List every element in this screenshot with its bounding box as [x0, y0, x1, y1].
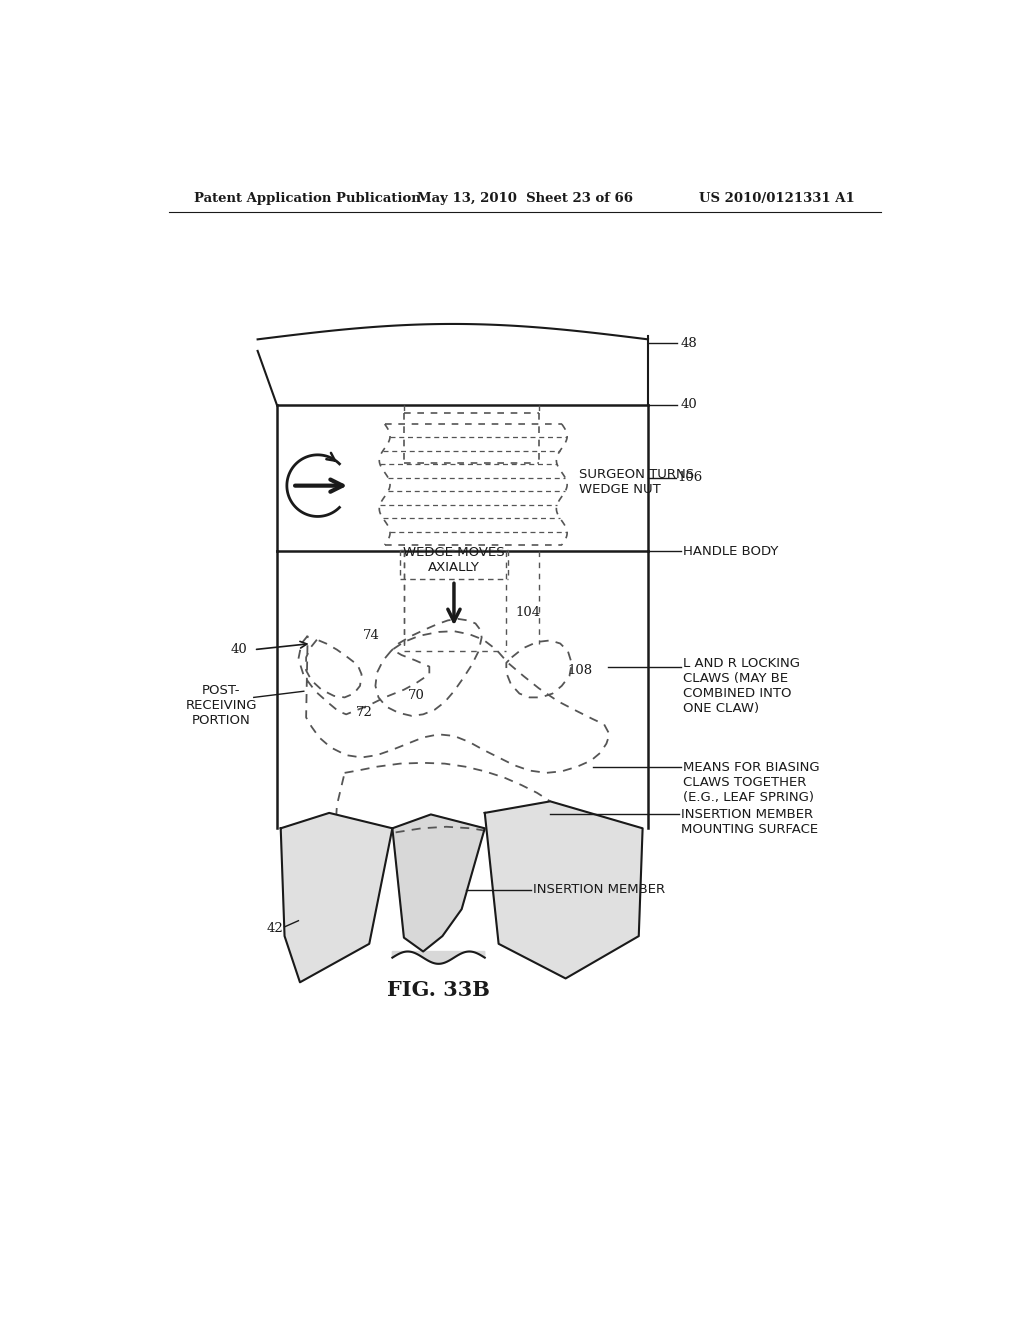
Text: 48: 48: [680, 337, 697, 350]
Text: WEDGE MOVES
AXIALLY: WEDGE MOVES AXIALLY: [403, 546, 505, 574]
Text: 104: 104: [515, 606, 541, 619]
Text: POST-
RECEIVING
PORTION: POST- RECEIVING PORTION: [185, 684, 257, 726]
Text: US 2010/0121331 A1: US 2010/0121331 A1: [698, 191, 854, 205]
Text: Patent Application Publication: Patent Application Publication: [194, 191, 421, 205]
Polygon shape: [281, 813, 392, 982]
Text: 74: 74: [364, 630, 380, 643]
Text: INSERTION MEMBER: INSERTION MEMBER: [534, 883, 666, 896]
Text: May 13, 2010  Sheet 23 of 66: May 13, 2010 Sheet 23 of 66: [417, 191, 633, 205]
Text: MEANS FOR BIASING
CLAWS TOGETHER
(E.G., LEAF SPRING): MEANS FOR BIASING CLAWS TOGETHER (E.G., …: [683, 760, 820, 804]
Text: 40: 40: [680, 399, 697, 412]
Polygon shape: [484, 801, 643, 978]
Text: 70: 70: [408, 689, 425, 702]
Text: 108: 108: [568, 664, 593, 677]
Text: HANDLE BODY: HANDLE BODY: [683, 545, 779, 557]
Text: FIG. 33B: FIG. 33B: [387, 979, 490, 1001]
Text: 42: 42: [266, 921, 283, 935]
Polygon shape: [392, 814, 484, 952]
Text: L AND R LOCKING
CLAWS (MAY BE
COMBINED INTO
ONE CLAW): L AND R LOCKING CLAWS (MAY BE COMBINED I…: [683, 657, 801, 715]
Text: 72: 72: [355, 706, 373, 719]
Polygon shape: [392, 952, 484, 964]
Text: 40: 40: [230, 643, 248, 656]
Text: 106: 106: [677, 471, 702, 484]
Text: INSERTION MEMBER
MOUNTING SURFACE: INSERTION MEMBER MOUNTING SURFACE: [681, 808, 818, 837]
Text: SURGEON TURNS
WEDGE NUT: SURGEON TURNS WEDGE NUT: [579, 467, 694, 496]
